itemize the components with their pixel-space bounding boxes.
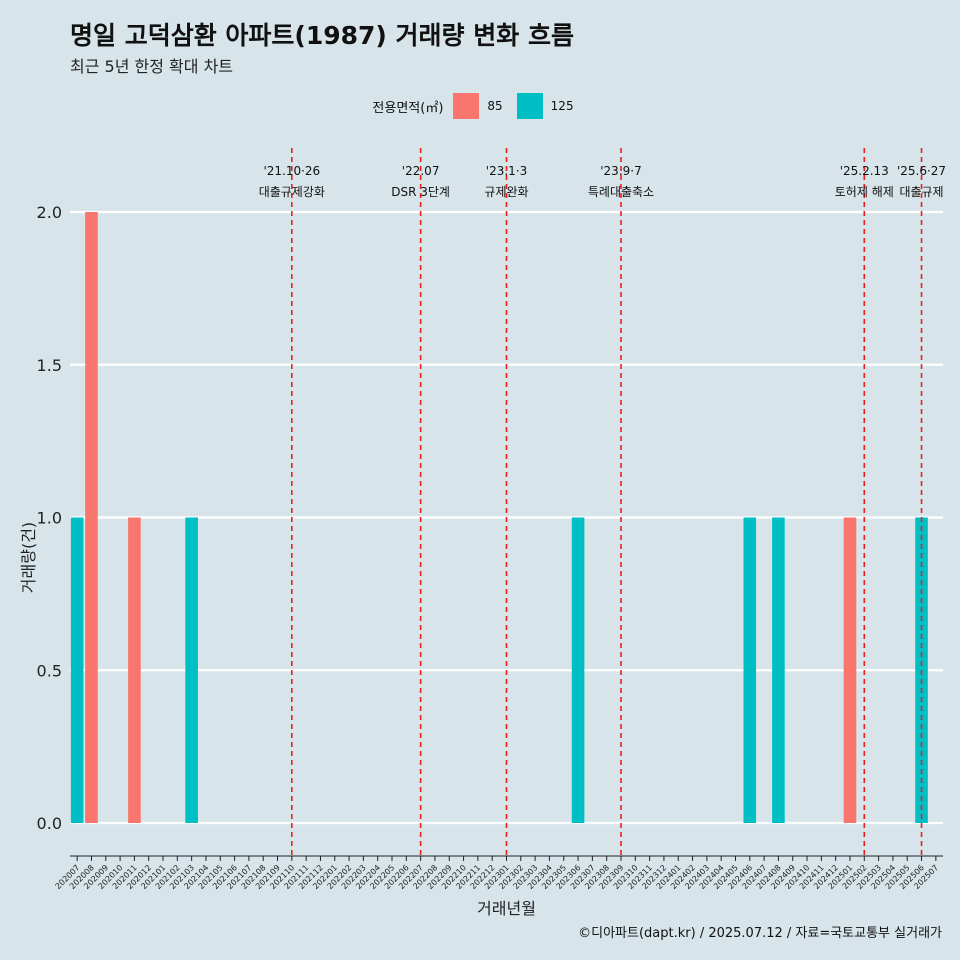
event-label: 토허제 해제 [835,185,894,199]
chart-subtitle: 최근 5년 한정 확대 차트 [70,57,234,76]
legend-title: 전용면적(㎡) [372,100,444,116]
event-date: '23.9·7 [600,164,641,178]
legend-label-125: 125 [550,99,574,113]
y-tick-label: 1.0 [37,509,62,528]
bar-85-202501 [843,517,857,823]
legend-label-85: 85 [487,99,503,113]
y-axis-label: 거래량(건) [19,522,38,593]
legend: 전용면적(㎡) 85 125 [0,93,960,119]
event-date: '23.1·3 [486,164,527,178]
bar-125-202007 [70,517,84,823]
x-axis-label: 거래년월 [477,899,536,918]
event-date: '22.07 [402,164,440,178]
source-caption: ©디아파트(dapt.kr) / 2025.07.12 / 자료=국토교통부 실… [578,926,942,941]
event-label: DSR 3단계 [391,185,450,199]
event-date: '25.2.13 [840,164,889,178]
legend-swatch-85 [453,93,480,119]
y-tick-label: 0.5 [37,661,62,680]
bar-125-202406 [743,517,757,823]
y-tick-label: 2.0 [37,203,62,222]
bar-125-202408 [772,517,785,823]
y-tick-label: 1.5 [37,356,62,375]
chart-title: 명일 고덕삼환 아파트(1987) 거래량 변화 흐름 [70,21,574,50]
event-label: 대출규제 [899,185,943,199]
bar-85-202008 [85,212,98,823]
event-label: 규제완화 [484,185,528,199]
event-label: 특례대출축소 [588,185,654,199]
event-label: 대출규제강화 [259,185,325,199]
y-tick-label: 0.0 [37,814,62,833]
legend-swatch-125 [516,93,543,119]
bar-85-202011 [128,517,141,823]
bar-125-202103 [185,517,198,823]
bar-125-202306 [571,517,585,823]
event-date: '21.10·26 [263,164,320,178]
event-date: '25.6·27 [897,164,946,178]
